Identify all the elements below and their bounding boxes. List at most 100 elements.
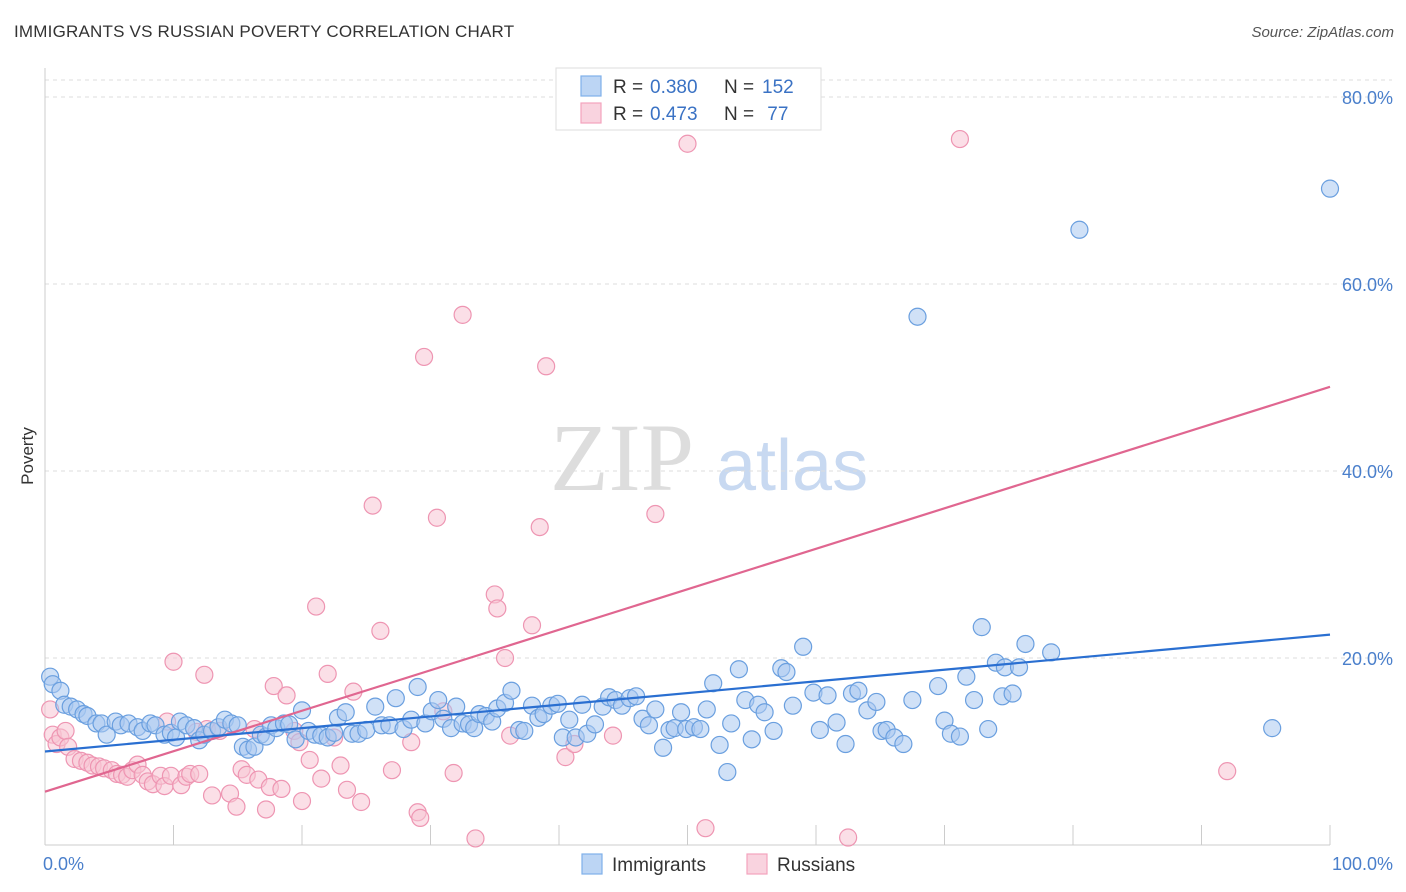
legend-box: R = 0.380 N = 152 R = 0.473 N = 77 [555,67,822,131]
legend-r-label: R = [613,104,643,125]
immigrants-point [729,660,749,679]
y-tick-label: 20.0% [1342,649,1393,669]
immigrants-point [810,720,829,740]
bottom-legend: Immigrants Russians [581,853,855,876]
immigrants-point [429,690,448,710]
russians-point [495,648,515,668]
russians-point [522,616,542,635]
russians-point [352,792,371,812]
immigrants-point [710,735,729,755]
immigrants-point [972,618,991,637]
russians-point [453,305,472,324]
russians-point [292,791,312,811]
legend-swatch-immigrants [580,75,602,97]
russians-point [382,761,402,780]
russians-point [256,800,276,819]
immigrants-point [97,725,116,744]
immigrants-point [502,681,521,700]
russians-point [556,748,575,767]
immigrants-point [573,695,592,714]
legend-r-value: 0.473 [650,104,698,125]
russians-point [646,504,665,524]
immigrants-point [755,703,774,722]
immigrants-point [639,716,659,735]
immigrants-point [1263,719,1282,738]
bottom-legend-swatch-russians [746,853,768,875]
russians-point [307,597,326,616]
russians-point [227,797,246,816]
immigrants-point [783,696,802,715]
russians-point [202,786,222,805]
immigrants-point [777,662,796,682]
russians-point [272,779,291,799]
russians-point [164,652,183,671]
x-tick-label: 0.0% [43,854,84,874]
immigrants-point [1070,220,1089,239]
immigrants-point [1003,684,1022,703]
russians-point [466,829,485,848]
immigrants-point [903,690,922,710]
immigrants-point [386,689,405,708]
immigrants-point [950,727,970,746]
immigrants-trend-line [44,633,1331,753]
russians-point [331,756,350,775]
immigrants-point [836,734,855,754]
gridlines [45,79,1392,659]
watermark-zip: ZIP [550,404,694,511]
immigrants-point [894,734,913,754]
russians-point [264,676,283,696]
immigrants-point [1042,643,1061,662]
russians-point [427,508,447,527]
russians-point [195,665,214,684]
immigrants-point [979,719,998,739]
russians-point [337,780,357,799]
x-tick-label: 100.0% [1332,854,1393,874]
trend-lines [44,385,1331,793]
bottom-legend-label-russians: Russians [777,855,855,876]
russians-point [488,599,507,618]
russians-point [1218,762,1237,781]
russians-point [839,828,858,847]
immigrants-point [928,676,948,696]
immigrants-point [408,677,427,697]
immigrants-point [764,721,783,741]
russians-point [537,357,556,376]
immigrants-point [585,715,605,734]
immigrants-point [357,720,376,740]
immigrants-point [827,713,846,732]
legend-n-value: 77 [762,104,788,125]
russians-point [530,517,549,537]
russians-trend-line [44,385,1331,793]
immigrants-point [964,690,984,710]
russians-point [318,664,337,683]
russians-point [411,808,430,827]
legend-n-value: 152 [762,77,794,98]
y-tick-label: 40.0% [1342,462,1393,482]
russians-point [603,726,623,745]
immigrants-point [653,738,673,757]
immigrants-point [849,681,868,700]
russians-point [414,347,434,367]
legend-swatch-russians [580,102,602,124]
x-tick-labels: 0.0% 100.0% [43,854,1393,874]
russians-point [444,763,463,783]
y-tick-label: 80.0% [1342,88,1393,108]
russians-point [371,621,390,640]
immigrants-point [908,307,927,326]
immigrants-point [867,692,886,712]
immigrants-point [794,637,813,656]
immigrants-point [1016,634,1035,654]
chart-title: IMMIGRANTS VS RUSSIAN POVERTY CORRELATIO… [14,22,515,41]
immigrants-point [286,730,305,749]
immigrants-point [515,721,534,741]
russians-point [678,134,697,153]
legend-r-value: 0.380 [650,77,698,98]
y-tick-labels: 20.0% 40.0% 60.0% 80.0% [1342,88,1393,669]
russians-point [300,750,319,770]
immigrants-point [336,703,355,722]
y-axis-label: Poverty [18,427,37,485]
watermark-atlas: atlas [716,426,868,506]
legend-n-label: N = [724,104,754,125]
russians-point [312,769,331,788]
